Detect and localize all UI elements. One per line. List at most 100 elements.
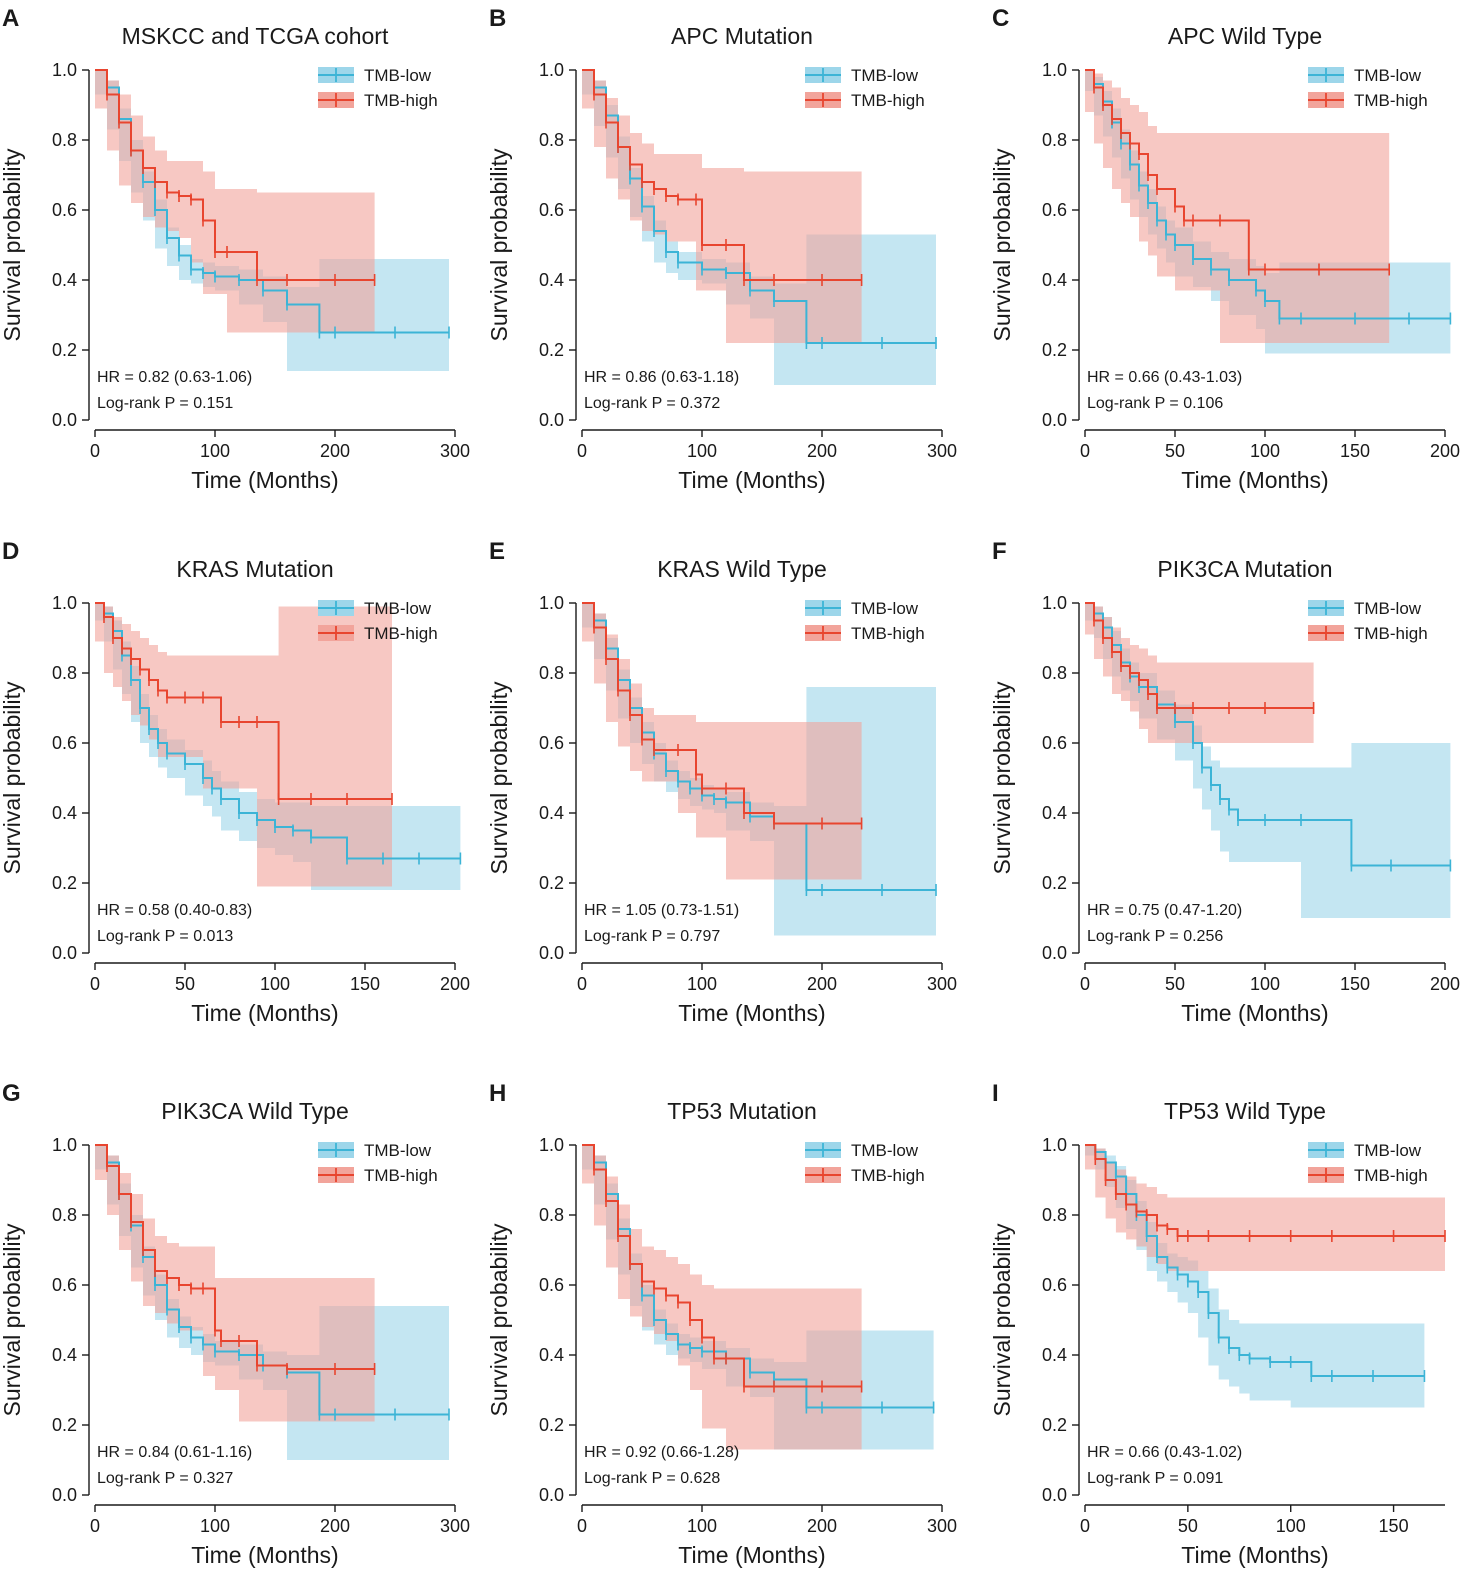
survival-line-tmb-high — [1085, 602, 1314, 709]
y-tick-label: 0.4 — [52, 1345, 77, 1365]
x-tick-label: 200 — [1430, 441, 1460, 461]
ci-band-tmb-low — [1085, 1145, 1425, 1408]
y-tick-label: 0.4 — [52, 803, 77, 823]
y-tick-label: 0.2 — [52, 873, 77, 893]
y-tick-label: 0.4 — [52, 270, 77, 290]
legend-label-tmb-low: TMB-low — [364, 66, 432, 85]
y-tick-label: 0.6 — [1042, 733, 1067, 753]
x-tick-label: 150 — [1340, 441, 1370, 461]
y-axis-title: Survival probability — [486, 1223, 512, 1417]
y-tick-label: 0.4 — [1042, 270, 1067, 290]
x-axis-title: Time (Months) — [191, 1542, 338, 1568]
chart-title: PIK3CA Wild Type — [161, 1098, 349, 1124]
hazard-ratio-text: HR = 0.84 (0.61-1.16) — [97, 1444, 252, 1461]
ci-band-tmb-high — [95, 1145, 375, 1422]
y-axis-title: Survival probability — [989, 681, 1015, 875]
survival-line-tmb-low — [95, 602, 461, 860]
y-axis-title: Survival probability — [0, 148, 25, 342]
y-tick-label: 0.0 — [52, 410, 77, 430]
logrank-p-text: Log-rank P = 0.256 — [1087, 928, 1223, 945]
y-tick-label: 0.4 — [539, 1345, 564, 1365]
chart-title: KRAS Wild Type — [657, 556, 827, 582]
panel-letter: C — [992, 5, 1009, 32]
y-tick-label: 0.8 — [52, 1205, 77, 1225]
x-tick-label: 0 — [1080, 1516, 1090, 1536]
y-tick-label: 1.0 — [52, 593, 77, 613]
legend-label-tmb-high: TMB-high — [851, 624, 925, 643]
x-tick-label: 0 — [577, 441, 587, 461]
legend-label-tmb-low: TMB-low — [364, 599, 432, 618]
y-tick-label: 0.0 — [539, 1485, 564, 1505]
y-axis-title: Survival probability — [0, 681, 25, 875]
x-tick-label: 150 — [1379, 1516, 1409, 1536]
y-tick-label: 1.0 — [1042, 1135, 1067, 1155]
x-tick-label: 200 — [320, 1516, 350, 1536]
logrank-p-text: Log-rank P = 0.151 — [97, 395, 233, 412]
x-tick-label: 100 — [687, 441, 717, 461]
x-tick-label: 100 — [1250, 441, 1280, 461]
x-tick-label: 100 — [1250, 974, 1280, 994]
y-tick-label: 0.4 — [539, 270, 564, 290]
chart-title: APC Mutation — [671, 23, 813, 49]
ci-band-tmb-high — [582, 70, 862, 343]
panel-c: C APC Wild Type 0.0 0.2 0.4 0.6 0.8 1.0 0 50 100 15… — [989, 5, 1460, 493]
panel-letter: B — [489, 5, 506, 32]
x-tick-label: 50 — [1165, 441, 1185, 461]
y-tick-label: 0.2 — [1042, 873, 1067, 893]
y-tick-label: 0.2 — [1042, 1415, 1067, 1435]
panel-letter: G — [2, 1080, 21, 1107]
y-tick-label: 0.8 — [539, 663, 564, 683]
x-tick-label: 300 — [440, 441, 470, 461]
y-axis-title: Survival probability — [486, 148, 512, 342]
panel-letter: D — [2, 538, 19, 565]
y-tick-label: 0.0 — [52, 943, 77, 963]
y-tick-label: 0.0 — [539, 410, 564, 430]
survival-line-tmb-low — [582, 69, 936, 344]
x-tick-label: 0 — [577, 1516, 587, 1536]
ci-band-tmb-high — [1085, 603, 1314, 743]
survival-line-tmb-high — [1085, 69, 1390, 271]
x-tick-label: 0 — [1080, 441, 1090, 461]
y-tick-label: 0.6 — [52, 1275, 77, 1295]
y-tick-label: 0.2 — [52, 1415, 77, 1435]
x-tick-label: 300 — [927, 1516, 957, 1536]
y-tick-label: 1.0 — [539, 60, 564, 80]
legend-label-tmb-low: TMB-low — [851, 66, 919, 85]
legend-label-tmb-high: TMB-high — [1354, 91, 1428, 110]
hazard-ratio-text: HR = 1.05 (0.73-1.51) — [584, 902, 739, 919]
legend-label-tmb-low: TMB-low — [364, 1141, 432, 1160]
panel-b: B APC Mutation 0.0 0.2 0.4 0.6 0.8 1.0 0 100 200 30… — [486, 5, 957, 493]
y-tick-label: 0.8 — [52, 130, 77, 150]
chart-title: TP53 Mutation — [667, 1098, 817, 1124]
ci-band-tmb-low — [1085, 603, 1451, 918]
legend-label-tmb-high: TMB-high — [1354, 1166, 1428, 1185]
y-tick-label: 1.0 — [52, 1135, 77, 1155]
legend-label-tmb-low: TMB-low — [851, 1141, 919, 1160]
survival-line-tmb-high — [1085, 1144, 1445, 1237]
hazard-ratio-text: HR = 0.66 (0.43-1.02) — [1087, 1444, 1242, 1461]
x-axis-title: Time (Months) — [1181, 467, 1328, 493]
chart-title: TP53 Wild Type — [1164, 1098, 1326, 1124]
y-tick-label: 0.2 — [539, 873, 564, 893]
y-tick-label: 0.8 — [1042, 1205, 1067, 1225]
x-tick-label: 100 — [1276, 1516, 1306, 1536]
panel-i: I TP53 Wild Type 0.0 0.2 0.4 0.6 0.8 1.0 0 50 100 1… — [989, 1080, 1446, 1568]
x-tick-label: 0 — [90, 441, 100, 461]
ci-band-tmb-high — [582, 1145, 862, 1450]
y-tick-label: 0.0 — [52, 1485, 77, 1505]
x-tick-label: 100 — [200, 441, 230, 461]
panel-f: F PIK3CA Mutation 0.0 0.2 0.4 0.6 0.8 1.0 0 50 100… — [989, 538, 1460, 1026]
x-tick-label: 0 — [90, 1516, 100, 1536]
panel-letter: H — [489, 1080, 506, 1107]
panel-letter: I — [992, 1080, 999, 1107]
x-tick-label: 200 — [320, 441, 350, 461]
survival-line-tmb-high — [582, 69, 862, 281]
panel-d: D KRAS Mutation 0.0 0.2 0.4 0.6 0.8 1.0 0 50 100 15… — [0, 538, 470, 1026]
x-tick-label: 200 — [807, 1516, 837, 1536]
legend-label-tmb-high: TMB-high — [364, 624, 438, 643]
y-tick-label: 1.0 — [1042, 60, 1067, 80]
y-tick-label: 0.6 — [52, 733, 77, 753]
x-tick-label: 0 — [90, 974, 100, 994]
y-tick-label: 0.8 — [1042, 663, 1067, 683]
